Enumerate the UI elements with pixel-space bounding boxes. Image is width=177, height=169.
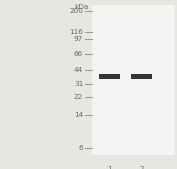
Text: 66: 66 [74,51,83,57]
Text: 97: 97 [74,36,83,42]
Text: 1: 1 [107,166,112,169]
Text: 6: 6 [79,145,83,151]
Text: 22: 22 [74,94,83,100]
Text: kDa: kDa [74,4,88,10]
Bar [92,5,175,155]
Text: 200: 200 [69,8,83,14]
Text: 31: 31 [74,81,83,87]
Bar [99,75,120,79]
Text: 44: 44 [74,67,83,73]
Bar [131,75,152,79]
Text: 14: 14 [74,112,83,118]
Text: 116: 116 [69,29,83,35]
Text: 2: 2 [139,166,144,169]
